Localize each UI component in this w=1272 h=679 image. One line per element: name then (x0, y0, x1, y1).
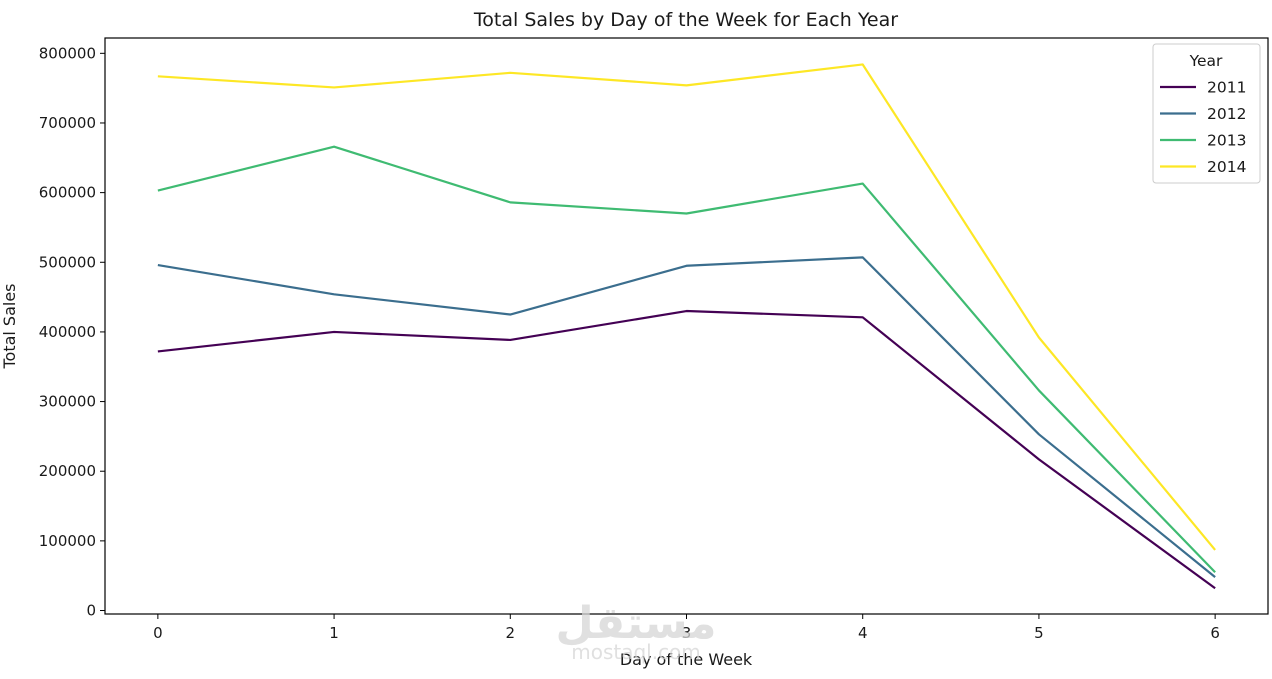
legend-label-2014: 2014 (1207, 158, 1246, 176)
watermark: مستقل mostaql.com (556, 598, 717, 664)
y-tick-label: 500000 (39, 253, 96, 271)
chart-title: Total Sales by Day of the Week for Each … (473, 9, 898, 31)
series-line-2013 (157, 145, 1216, 573)
y-axis: 0 100000 200000 300000 400000 500000 600000 700… (39, 44, 105, 620)
y-tick-label: 100000 (39, 532, 96, 550)
legend-label-2011: 2011 (1207, 79, 1246, 97)
y-tick-label: 400000 (39, 323, 96, 341)
y-tick-label: 600000 (39, 184, 96, 202)
x-tick-label: 4 (858, 624, 868, 642)
legend-title: Year (1189, 52, 1223, 70)
y-tick-label: 0 (86, 602, 96, 620)
y-tick-label: 700000 (39, 114, 96, 132)
legend-label-2012: 2012 (1207, 105, 1246, 123)
series-line-2011 (157, 309, 1216, 590)
y-tick-label: 800000 (39, 44, 96, 62)
y-axis-label: Total Sales (0, 283, 19, 369)
series-lines (157, 63, 1216, 590)
y-tick-label: 200000 (39, 462, 96, 480)
x-tick-label: 5 (1034, 624, 1044, 642)
legend-box (1152, 43, 1261, 184)
x-tick-label: 1 (329, 624, 339, 642)
watermark-latin: mostaql.com (571, 640, 701, 664)
legend: Year 2011 2012 2013 2014 (1152, 43, 1261, 184)
x-tick-label: 0 (153, 624, 163, 642)
watermark-arabic: مستقل (556, 598, 717, 649)
series-line-2014 (157, 63, 1216, 551)
x-tick-label: 3 (682, 624, 692, 642)
plot-frame (104, 37, 1269, 615)
x-axis-label: Day of the Week (620, 650, 753, 669)
x-tick-label: 6 (1210, 624, 1220, 642)
legend-label-2013: 2013 (1207, 132, 1246, 150)
x-axis: 0 1 2 3 4 5 6 (153, 614, 1220, 642)
y-tick-label: 300000 (39, 393, 96, 411)
series-line-2012 (157, 256, 1216, 578)
x-tick-label: 2 (506, 624, 516, 642)
